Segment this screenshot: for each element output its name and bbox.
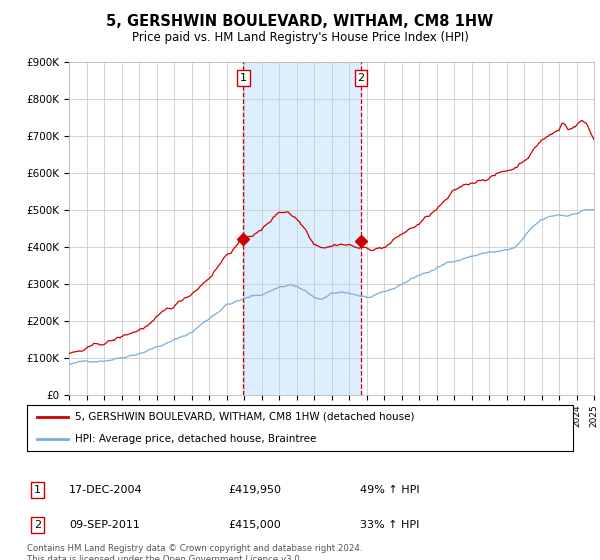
Text: 49% ↑ HPI: 49% ↑ HPI	[360, 485, 419, 495]
Text: 1: 1	[240, 73, 247, 83]
Text: 2: 2	[358, 73, 365, 83]
Bar	[244, 62, 361, 395]
Text: 1: 1	[34, 485, 41, 495]
Text: 5, GERSHWIN BOULEVARD, WITHAM, CM8 1HW: 5, GERSHWIN BOULEVARD, WITHAM, CM8 1HW	[106, 14, 494, 29]
Text: 2: 2	[34, 520, 41, 530]
Text: Price paid vs. HM Land Registry's House Price Index (HPI): Price paid vs. HM Land Registry's House …	[131, 31, 469, 44]
Text: 5, GERSHWIN BOULEVARD, WITHAM, CM8 1HW (detached house): 5, GERSHWIN BOULEVARD, WITHAM, CM8 1HW (…	[75, 412, 415, 422]
Text: 33% ↑ HPI: 33% ↑ HPI	[360, 520, 419, 530]
Text: 09-SEP-2011: 09-SEP-2011	[69, 520, 140, 530]
Text: 17-DEC-2004: 17-DEC-2004	[69, 485, 143, 495]
Text: HPI: Average price, detached house, Braintree: HPI: Average price, detached house, Brai…	[75, 434, 316, 444]
Text: £415,000: £415,000	[228, 520, 281, 530]
Text: £419,950: £419,950	[228, 485, 281, 495]
Text: Contains HM Land Registry data © Crown copyright and database right 2024.
This d: Contains HM Land Registry data © Crown c…	[27, 544, 362, 560]
